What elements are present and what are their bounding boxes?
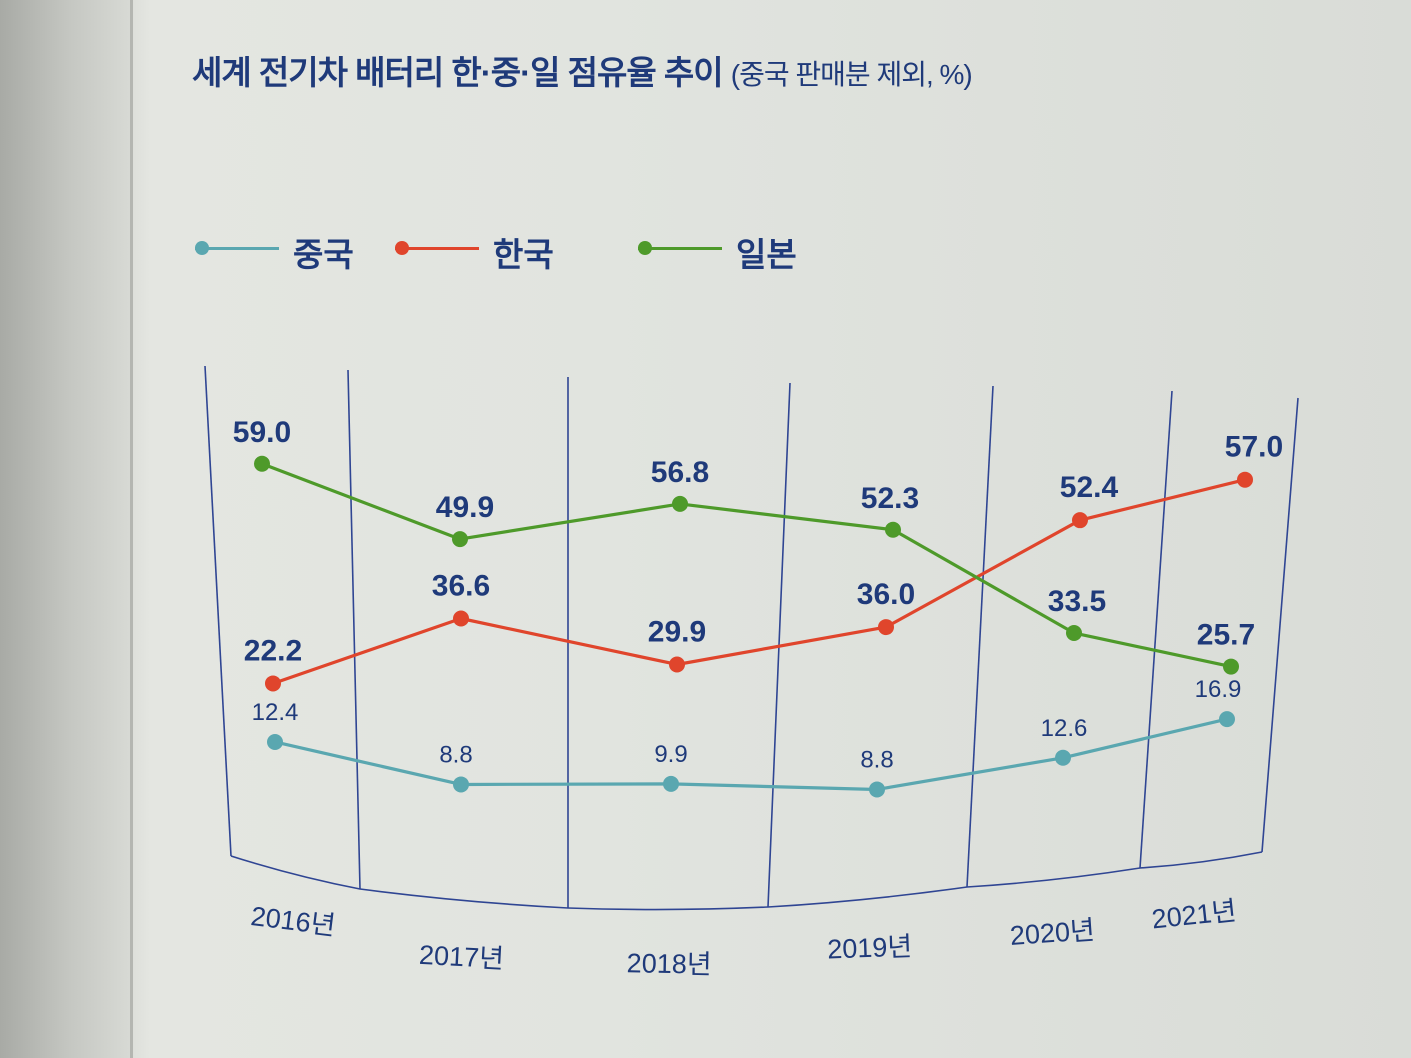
data-point: [267, 733, 283, 750]
legend-label-korea: 한국: [493, 236, 554, 273]
data-point: [1066, 625, 1082, 642]
legend-swatch-china: [195, 247, 279, 250]
legend-swatch-korea: [395, 247, 479, 250]
data-point: [265, 675, 281, 692]
x-tick-label: 2016년: [249, 901, 337, 941]
data-label: 57.0: [1225, 431, 1283, 464]
data-point: [1055, 749, 1071, 766]
x-tick-label: 2017년: [418, 940, 504, 974]
legend-swatch-japan: [638, 247, 722, 250]
data-label: 9.9: [654, 741, 687, 768]
data-label: 52.4: [1060, 471, 1119, 504]
grid-line: [204, 365, 232, 857]
data-label: 59.0: [233, 416, 291, 449]
data-point: [1219, 711, 1235, 728]
data-label: 49.9: [436, 491, 494, 524]
grid-line: [347, 369, 361, 890]
x-tick-label: 2020년: [1009, 915, 1096, 951]
data-point: [878, 619, 894, 636]
data-label: 33.5: [1048, 585, 1106, 618]
data-point: [869, 781, 885, 798]
chart-subtitle: (중국 판매분 제외, %): [730, 59, 973, 90]
data-label: 22.2: [244, 634, 302, 667]
data-point: [885, 521, 901, 538]
data-label: 12.4: [252, 699, 299, 726]
data-point: [453, 776, 469, 793]
data-point: [672, 495, 688, 512]
data-point: [452, 531, 468, 548]
x-tick-label: 2019년: [827, 932, 913, 965]
grid-line: [1261, 397, 1299, 853]
x-tick-label: 2018년: [626, 948, 711, 979]
data-label: 16.9: [1195, 676, 1242, 703]
page-gutter: [0, 0, 132, 1058]
data-label: 36.6: [432, 569, 490, 602]
series-line: [274, 717, 1228, 792]
data-point: [254, 455, 270, 472]
chart-baseline: [230, 851, 1263, 911]
series-line: [272, 478, 1246, 685]
data-point: [663, 775, 679, 792]
data-point: [1223, 658, 1239, 675]
chart-title-main: 세계 전기차 배터리 한·중·일 점유율 추이: [192, 54, 724, 91]
data-point: [669, 656, 685, 673]
data-label: 52.3: [861, 482, 919, 515]
data-label: 25.7: [1197, 619, 1255, 652]
legend-marker-china: [195, 241, 209, 255]
data-label: 56.8: [651, 456, 709, 489]
legend-label-japan: 일본: [736, 236, 797, 273]
chart-title: 세계 전기차 배터리 한·중·일 점유율 추이 (중국 판매분 제외, %): [192, 46, 973, 94]
data-point: [1237, 471, 1253, 488]
data-label: 8.8: [439, 741, 472, 768]
data-label: 8.8: [860, 746, 893, 773]
legend-label-china: 중국: [293, 236, 354, 273]
data-point: [453, 610, 469, 627]
grid-line: [1139, 390, 1173, 869]
legend-marker-japan: [638, 241, 652, 255]
page-fold: [130, 0, 133, 1058]
data-label: 29.9: [648, 615, 706, 648]
x-tick-label: 2021년: [1150, 896, 1238, 935]
data-label: 36.0: [857, 578, 915, 611]
series-line: [261, 462, 1232, 669]
data-label: 12.6: [1041, 715, 1088, 742]
grid-line: [966, 385, 994, 888]
data-point: [1072, 512, 1088, 529]
legend-marker-korea: [395, 241, 409, 255]
